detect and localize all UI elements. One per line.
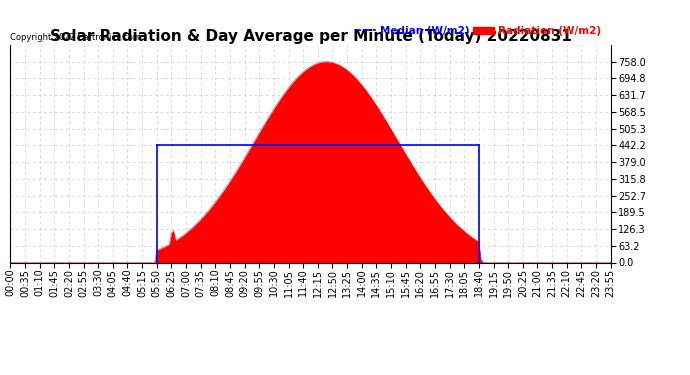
Legend: Median (W/m2), Radiation (W/m2): Median (W/m2), Radiation (W/m2) [351, 22, 605, 40]
Text: Copyright 2022 Cartronics.com: Copyright 2022 Cartronics.com [10, 33, 141, 42]
Title: Solar Radiation & Day Average per Minute (Today) 20220831: Solar Radiation & Day Average per Minute… [50, 29, 571, 44]
